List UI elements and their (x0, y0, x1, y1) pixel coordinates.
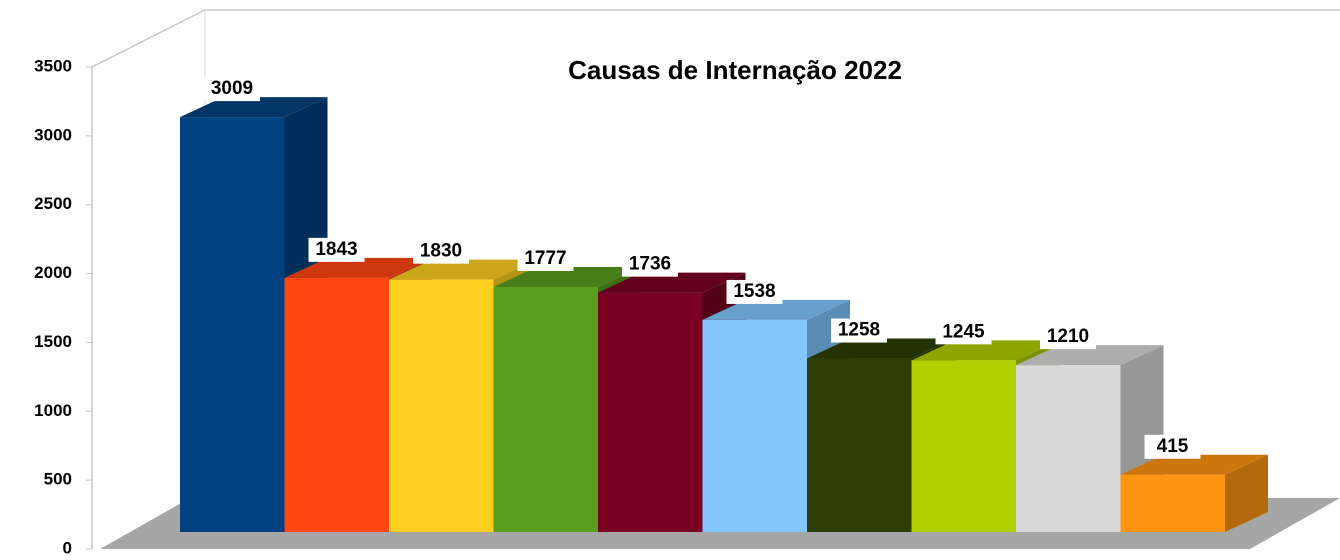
y-tick-label: 3500 (34, 56, 72, 75)
bar-top (284, 257, 432, 278)
value-label-box (517, 246, 574, 271)
value-label: 3009 (211, 78, 253, 99)
value-label: 1830 (420, 241, 462, 262)
bar (598, 292, 703, 532)
bar-top (598, 272, 746, 293)
bar-top (389, 259, 537, 280)
bar-top (702, 299, 850, 320)
value-label: 1538 (733, 281, 775, 302)
bar (1016, 365, 1121, 532)
value-label-box (204, 77, 260, 102)
value-label: 1245 (942, 321, 985, 342)
y-tick-label: 2000 (34, 263, 72, 282)
bar-top (1016, 345, 1164, 366)
bar-top (180, 97, 328, 118)
value-label-box (831, 318, 887, 343)
value-label: 1736 (629, 254, 671, 275)
value-label: 415 (1157, 436, 1189, 457)
back-wall (91, 9, 1340, 549)
value-label-box (935, 320, 992, 345)
bar (284, 277, 389, 532)
value-label: 1777 (524, 248, 566, 269)
chart-title: Causas de Internação 2022 (568, 55, 902, 85)
bar (911, 360, 1016, 532)
value-label-box (622, 252, 678, 277)
bar (807, 358, 912, 532)
bar (493, 286, 598, 532)
value-label-box (1040, 325, 1096, 350)
y-tick-label: 2500 (34, 194, 72, 213)
bar-side (1225, 454, 1268, 532)
y-tick-label: 500 (44, 470, 72, 489)
value-label: 1210 (1047, 326, 1089, 347)
bar (702, 319, 807, 532)
y-tick-label: 1500 (34, 332, 72, 351)
bar (389, 279, 494, 532)
value-label: 1843 (315, 239, 357, 260)
bar-top (911, 340, 1059, 361)
value-label-box (413, 239, 469, 264)
bar-top (493, 266, 641, 287)
bar-top (807, 338, 955, 359)
bar (1120, 474, 1225, 532)
bar-top (1120, 454, 1268, 475)
value-label-box (726, 279, 783, 304)
value-label-box (308, 237, 365, 262)
value-label: 1258 (838, 320, 880, 341)
value-label-box (1144, 434, 1201, 459)
bar (180, 117, 285, 533)
y-tick-label: 1000 (34, 401, 72, 420)
y-tick-label: 0 (63, 538, 72, 557)
y-tick-label: 3000 (34, 125, 72, 144)
